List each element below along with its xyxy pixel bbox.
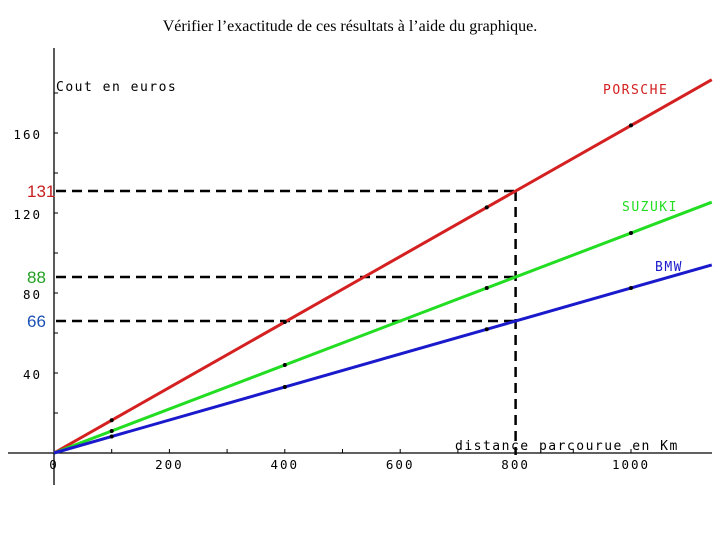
highlight-value-label: 131 — [27, 182, 55, 201]
x-tick-label: 400 — [271, 457, 300, 472]
chart-labels: 131 88 66 PORSCHE SUZUKI BMW — [27, 83, 683, 331]
y-tick-label: 160 — [13, 127, 42, 142]
x-axis-title: distance parcourue en Km — [455, 439, 679, 454]
data-point — [629, 231, 633, 235]
data-point — [484, 205, 489, 210]
data-point — [629, 286, 633, 290]
data-point — [484, 286, 489, 290]
data-point — [109, 434, 114, 439]
x-tick-label: 600 — [386, 457, 415, 472]
y-tick-label: 80 — [23, 287, 42, 302]
data-point — [109, 429, 114, 433]
x-tick-label: 800 — [501, 457, 530, 472]
data-point — [282, 385, 287, 389]
data-point — [282, 363, 287, 367]
page-heading: Vérifier l’exactitude de ces résultats à… — [162, 18, 538, 35]
y-tick-label: 120 — [13, 207, 42, 222]
series-line-bmw — [53, 263, 713, 455]
data-point — [282, 320, 287, 324]
series-label-porsche: PORSCHE — [603, 83, 668, 98]
series-lines — [53, 78, 713, 455]
series-label-bmw: BMW — [655, 260, 683, 275]
series-line-suzuki — [53, 200, 713, 455]
data-point — [629, 123, 633, 128]
series-label-suzuki: SUZUKI — [622, 200, 678, 215]
highlight-value-label: 88 — [27, 268, 46, 287]
data-point — [484, 327, 489, 332]
highlight-value-label: 66 — [27, 312, 46, 331]
y-tick-label: 40 — [23, 367, 42, 382]
axes: 0 200 400 600 800 1000 40 80 120 160 Cout en euros… — [8, 48, 712, 485]
x-tick-label: 0 — [49, 457, 59, 472]
x-tick-label: 200 — [155, 457, 184, 472]
x-tick-label: 1000 — [612, 457, 650, 472]
y-axis-title: Cout en euros — [56, 80, 177, 95]
data-point — [109, 418, 114, 423]
series-line-porsche — [53, 78, 713, 455]
